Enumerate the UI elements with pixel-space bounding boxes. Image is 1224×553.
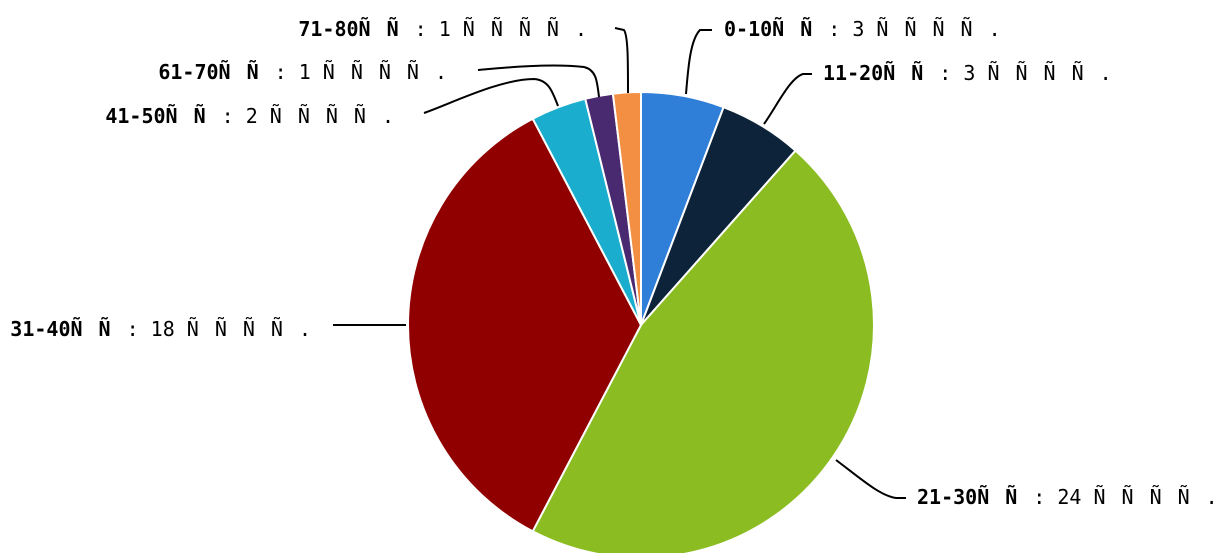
leader-lines [333,27,906,499]
slice-category-2: 21-30ÑÑ [917,485,1033,509]
leader-line-5 [477,64,600,98]
pie-slice-3[interactable] [407,117,643,533]
slice-value-5: : 1 ÑÑÑÑ. [275,60,447,84]
slice-value-3: : 18 ÑÑÑÑ. [127,317,311,341]
slice-labels: 0-10ÑÑ: 3 ÑÑÑÑ.11-20ÑÑ: 3 ÑÑÑ… [10,17,1217,509]
leader-line-6 [614,27,629,94]
slice-label-6: 71-80ÑÑ: 1 ÑÑÑÑ. [298,17,587,41]
slice-value-0: : 3 ÑÑÑÑ. [828,17,1000,41]
slice-value-4: : 2 ÑÑÑÑ. [222,104,394,128]
slice-category-1: 11-20ÑÑ [823,61,939,85]
pie-slice-2[interactable] [531,149,875,553]
slice-value-2: : 24 ÑÑÑÑ. [1033,485,1217,509]
slice-category-0: 0-10ÑÑ [724,17,828,41]
leader-line-4 [423,77,559,114]
leader-line-0 [685,29,712,95]
pie-slice-6[interactable] [611,90,642,326]
leader-line-2 [835,459,906,499]
slice-category-6: 71-80ÑÑ [298,17,414,41]
slice-label-2: 21-30ÑÑ: 24 ÑÑÑÑ. [917,485,1218,509]
slice-label-4: 41-50ÑÑ: 2 ÑÑÑÑ. [105,104,394,128]
slice-value-6: : 1 ÑÑÑÑ. [415,17,587,41]
slice-category-3: 31-40ÑÑ [10,317,126,341]
slice-category-5: 61-70ÑÑ [158,60,274,84]
slice-label-3: 31-40ÑÑ: 18 ÑÑÑÑ. [10,317,311,341]
slice-label-0: 0-10ÑÑ: 3 ÑÑÑÑ. [724,17,1001,41]
slice-value-1: : 3 ÑÑÑÑ. [939,61,1111,85]
slice-label-5: 61-70ÑÑ: 1 ÑÑÑÑ. [158,60,447,84]
pie-slices [407,90,875,553]
slice-category-4: 41-50ÑÑ [105,104,221,128]
leader-line-1 [763,73,812,125]
slice-label-1: 11-20ÑÑ: 3 ÑÑÑÑ. [823,61,1112,85]
